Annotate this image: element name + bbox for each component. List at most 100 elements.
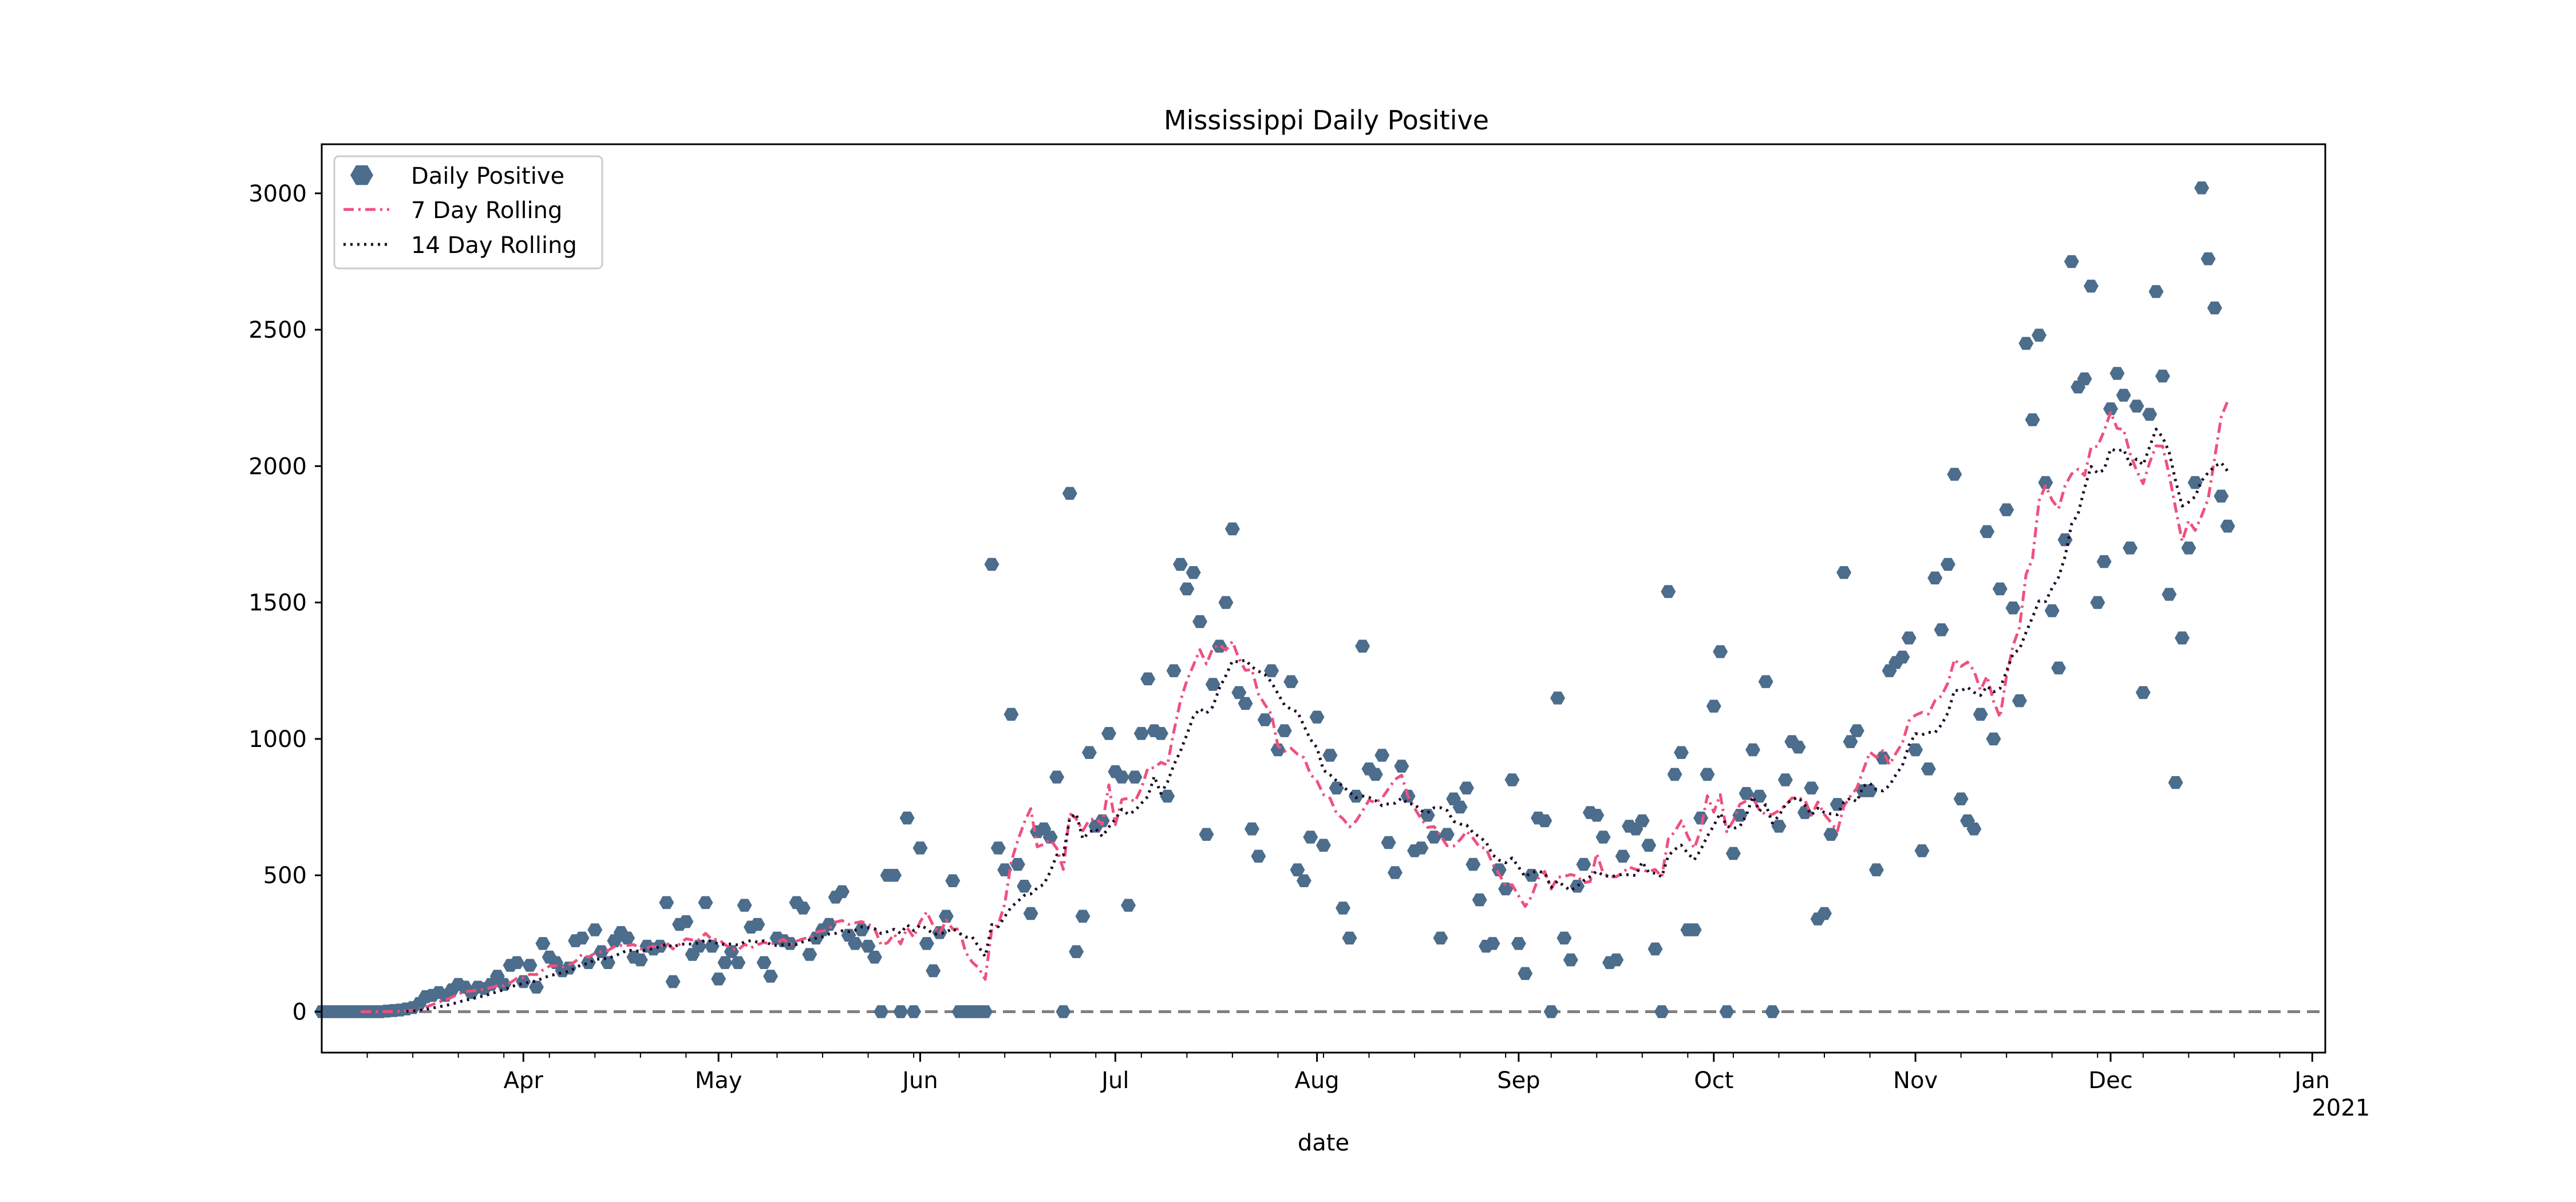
x-tick-label: Nov — [1893, 1067, 1938, 1094]
daily-positive-point — [1966, 822, 1982, 836]
daily-positive-point — [717, 956, 733, 969]
legend-box — [333, 155, 603, 270]
daily-positive-point — [1901, 631, 1917, 645]
daily-positive-point — [1049, 770, 1065, 784]
daily-positive-point — [1238, 697, 1253, 710]
daily-positive-point — [2083, 279, 2099, 293]
daily-positive-point — [1413, 841, 1429, 855]
daily-positive-point — [1999, 503, 2014, 516]
y-tick-label: 2000 — [248, 453, 307, 480]
daily-positive-point — [1661, 585, 1676, 598]
daily-positive-point — [1140, 672, 1156, 686]
daily-positive-point — [984, 557, 999, 571]
daily-positive-point — [1589, 809, 1605, 822]
daily-positive-point — [978, 1005, 993, 1018]
daily-positive-point — [2064, 255, 2079, 268]
x-tick-label: Jun — [900, 1067, 938, 1094]
x-tick-label: Sep — [1497, 1067, 1540, 1094]
daily-positive-point — [1290, 863, 1305, 876]
daily-positive-point — [1921, 762, 1936, 776]
legend-label-7-day: 7 Day Rolling — [411, 197, 562, 224]
daily-positive-point — [906, 1005, 922, 1018]
daily-positive-point — [2162, 588, 2177, 601]
daily-positive-point — [1830, 798, 1845, 811]
daily-positive-point — [1244, 822, 1259, 836]
daily-positive-point — [2032, 329, 2046, 342]
x-tick-label: Aug — [1295, 1067, 1340, 1094]
daily-positive-point — [2175, 631, 2190, 645]
daily-positive-point — [1017, 880, 1032, 893]
daily-positive-point — [1264, 664, 1279, 678]
daily-positive-point — [1777, 773, 1793, 786]
daily-positive-point — [802, 948, 817, 961]
daily-positive-point — [1355, 639, 1370, 653]
daily-positive-point — [698, 896, 713, 910]
daily-positive-point — [835, 885, 850, 899]
daily-positive-point — [867, 950, 882, 964]
daily-positive-point — [1537, 814, 1552, 828]
daily-positive-point — [704, 939, 720, 953]
daily-positive-point — [1686, 923, 1702, 936]
daily-positive-point — [1095, 814, 1110, 828]
y-tick-label: 500 — [263, 863, 307, 889]
daily-positive-point — [2148, 285, 2164, 298]
daily-positive-point — [1336, 902, 1351, 915]
daily-positive-point — [1420, 809, 1435, 822]
daily-positive-point — [2025, 413, 2040, 426]
daily-positive-point — [1986, 732, 2001, 746]
daily-positive-point — [1980, 525, 1995, 538]
daily-positive-point — [737, 899, 752, 912]
daily-positive-point — [1069, 945, 1084, 958]
daily-positive-point — [2168, 776, 2183, 789]
daily-positive-point — [1003, 707, 1019, 721]
daily-positive-point — [1758, 675, 1773, 689]
daily-positive-point — [633, 953, 648, 967]
daily-positive-point — [2057, 533, 2073, 547]
daily-positive-point — [1504, 773, 1520, 786]
daily-positive-point — [919, 937, 934, 950]
daily-positive-point — [1556, 931, 1572, 945]
daily-positive-point — [1133, 727, 1149, 740]
daily-positive-point — [1595, 831, 1611, 844]
daily-positive-point — [1817, 907, 1832, 920]
daily-positive-point — [795, 902, 811, 915]
daily-positive-point — [1947, 468, 1962, 481]
x-tick-label: Dec — [2088, 1067, 2132, 1094]
daily-positive-point — [1348, 789, 1364, 803]
daily-positive-point — [1550, 691, 1566, 705]
daily-positive-point — [1641, 839, 1657, 852]
daily-positive-point — [1218, 596, 1234, 609]
daily-positive-point — [2077, 372, 2092, 386]
daily-positive-point — [847, 937, 863, 950]
daily-positive-point — [1498, 882, 1514, 896]
daily-positive-point — [1251, 849, 1266, 863]
y-tick-label: 1000 — [248, 726, 307, 753]
daily-positive-point — [1992, 582, 2008, 596]
daily-positive-point — [1283, 675, 1299, 689]
daily-positive-point — [1270, 743, 1286, 757]
daily-positive-point — [1205, 678, 1220, 691]
daily-positive-point — [854, 923, 870, 936]
daily-positive-point — [1485, 937, 1500, 950]
daily-positive-point — [1511, 937, 1526, 950]
daily-positive-point — [1843, 735, 1858, 748]
daily-positive-point — [2005, 601, 2021, 615]
daily-positive-point — [1634, 814, 1650, 828]
daily-positive-point — [1075, 910, 1091, 923]
daily-positive-point — [912, 841, 928, 855]
daily-positive-point — [887, 869, 902, 882]
daily-positive-point — [587, 923, 603, 936]
daily-positive-point — [1667, 768, 1682, 781]
daily-positive-point — [2123, 541, 2138, 555]
daily-positive-point — [2051, 661, 2067, 675]
daily-positive-point — [1524, 869, 1539, 882]
daily-positive-point — [1381, 836, 1396, 849]
daily-positive-point — [1518, 967, 1533, 980]
daily-positive-point — [1953, 792, 1969, 805]
daily-positive-point — [1836, 566, 1852, 579]
daily-positive-point — [2200, 252, 2216, 266]
daily-positive-point — [1615, 849, 1630, 863]
daily-positive-point — [1465, 857, 1481, 871]
daily-positive-point — [1459, 781, 1474, 794]
